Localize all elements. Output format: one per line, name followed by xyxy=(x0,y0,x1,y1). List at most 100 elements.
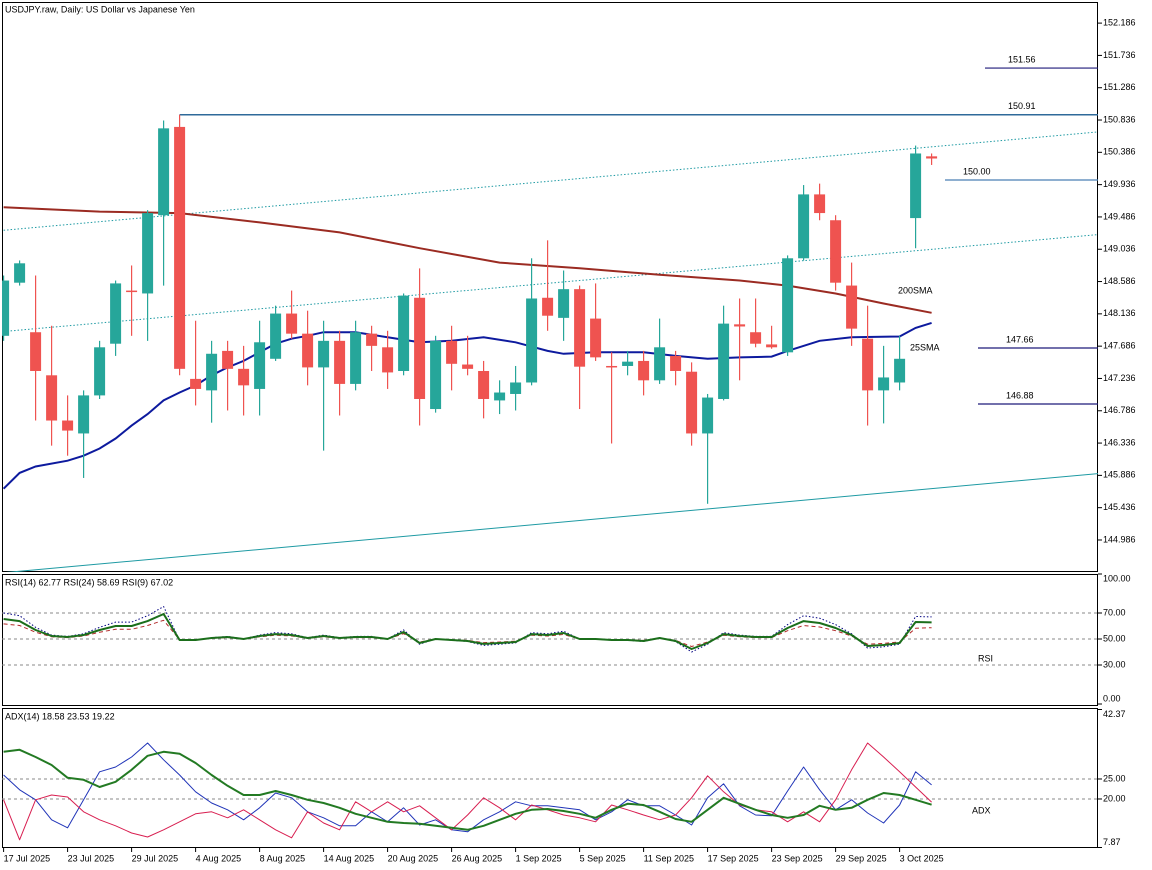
y-tick-label: 146.336 xyxy=(1103,437,1136,447)
x-tick-label: 17 Sep 2025 xyxy=(708,853,759,863)
y-tick-label: 147.686 xyxy=(1103,341,1136,351)
candle-body xyxy=(526,298,538,383)
rsi-plot xyxy=(2,606,1098,666)
candle-body xyxy=(782,258,794,353)
x-tick-label: 29 Sep 2025 xyxy=(836,853,887,863)
indicator-line xyxy=(3,748,932,831)
candle-body xyxy=(510,382,522,394)
candle-body xyxy=(766,344,778,348)
adx-frame xyxy=(2,708,1098,848)
level-label: 151.56 xyxy=(1008,54,1036,64)
rsi-title: RSI(14) 62.77 RSI(24) 58.69 RSI(9) 67.02 xyxy=(5,577,173,587)
candle-body xyxy=(94,347,106,396)
candle-body xyxy=(638,360,650,381)
candle-body xyxy=(2,280,10,336)
candle-body xyxy=(830,220,842,283)
y-tick-label: 42.37 xyxy=(1103,709,1126,719)
candle-body xyxy=(718,323,730,399)
x-tick-label: 29 Jul 2025 xyxy=(132,853,179,863)
candle-body xyxy=(430,340,442,410)
y-tick-label: 148.136 xyxy=(1103,308,1136,318)
candle-body xyxy=(382,347,394,373)
y-tick-label: 148.586 xyxy=(1103,276,1136,286)
level-label: 146.88 xyxy=(1006,390,1034,400)
candle-body xyxy=(158,128,170,216)
candle-body xyxy=(654,347,666,381)
x-tick-label: 14 Aug 2025 xyxy=(324,853,375,863)
x-tick-label: 4 Aug 2025 xyxy=(196,853,242,863)
candle-body xyxy=(702,397,714,434)
candle-body xyxy=(622,361,634,366)
trendline xyxy=(3,234,1098,332)
level-label: 150.00 xyxy=(963,166,991,176)
candle-body xyxy=(174,126,186,369)
candle-body xyxy=(414,297,426,399)
candle-body xyxy=(606,365,618,368)
candle-body xyxy=(110,283,122,344)
y-tick-label: 147.236 xyxy=(1103,373,1136,383)
panel-label: RSI xyxy=(978,653,993,663)
y-tick-label: 150.386 xyxy=(1103,147,1136,157)
candle-body xyxy=(350,332,362,384)
indicator-line xyxy=(3,619,932,647)
candle-body xyxy=(14,263,26,283)
candle-body xyxy=(590,318,602,358)
candle-body xyxy=(686,371,698,434)
y-tick-label: 151.736 xyxy=(1103,50,1136,60)
candle-body xyxy=(798,194,810,259)
candle-body xyxy=(462,364,474,369)
candle-body xyxy=(206,353,218,391)
y-tick-label: 146.786 xyxy=(1103,405,1136,415)
candle-body xyxy=(862,338,874,391)
y-tick-label: 7.87 xyxy=(1103,837,1121,847)
candle-body xyxy=(494,392,506,401)
candle-body xyxy=(318,340,330,368)
candle-body xyxy=(446,340,458,364)
y-tick-label: 50.00 xyxy=(1103,633,1126,643)
y-tick-label: 144.986 xyxy=(1103,534,1136,544)
candle-body xyxy=(558,289,570,318)
candle-body xyxy=(302,333,314,368)
x-tick-label: 23 Jul 2025 xyxy=(68,853,115,863)
y-tick-label: 70.00 xyxy=(1103,607,1126,617)
candle-body xyxy=(894,358,906,383)
indicator-line xyxy=(3,742,932,841)
x-tick-label: 11 Sep 2025 xyxy=(644,853,694,863)
y-tick-label: 25.00 xyxy=(1103,773,1126,783)
main-frame xyxy=(2,2,1098,572)
trendline xyxy=(5,473,1098,572)
y-tick-label: 145.886 xyxy=(1103,470,1136,480)
candle-body xyxy=(46,375,58,421)
y-tick-label: 145.436 xyxy=(1103,502,1136,512)
candle-body xyxy=(814,194,826,214)
candle-body xyxy=(62,420,74,431)
ma-label: 200SMA xyxy=(898,285,933,295)
candle-body xyxy=(142,213,154,294)
candle-body xyxy=(126,290,138,293)
candle-body xyxy=(910,153,922,219)
candle-body xyxy=(366,333,378,346)
moving-average xyxy=(3,206,932,314)
adx-plot xyxy=(2,742,1098,841)
y-tick-label: 150.836 xyxy=(1103,114,1136,124)
x-tick-label: 20 Aug 2025 xyxy=(388,853,439,863)
candle-body xyxy=(574,289,586,367)
candle-body xyxy=(78,395,90,434)
candle-body xyxy=(30,332,42,371)
candle-body xyxy=(846,285,858,329)
y-tick-label: 0.00 xyxy=(1103,693,1121,703)
candle-body xyxy=(190,378,202,389)
y-tick-label: 149.036 xyxy=(1103,244,1136,254)
rsi-frame xyxy=(2,574,1098,706)
ma-label: 25SMA xyxy=(910,342,940,352)
chart-title: USDJPY.raw, Daily: US Dollar vs Japanese… xyxy=(5,4,195,14)
y-tick-label: 149.936 xyxy=(1103,179,1136,189)
candle-body xyxy=(750,332,762,344)
candle-body xyxy=(270,313,282,359)
x-tick-label: 23 Sep 2025 xyxy=(772,853,823,863)
adx-title: ADX(14) 18.58 23.53 19.22 xyxy=(5,711,115,721)
candle-body xyxy=(478,370,490,399)
candle-body xyxy=(238,368,250,386)
